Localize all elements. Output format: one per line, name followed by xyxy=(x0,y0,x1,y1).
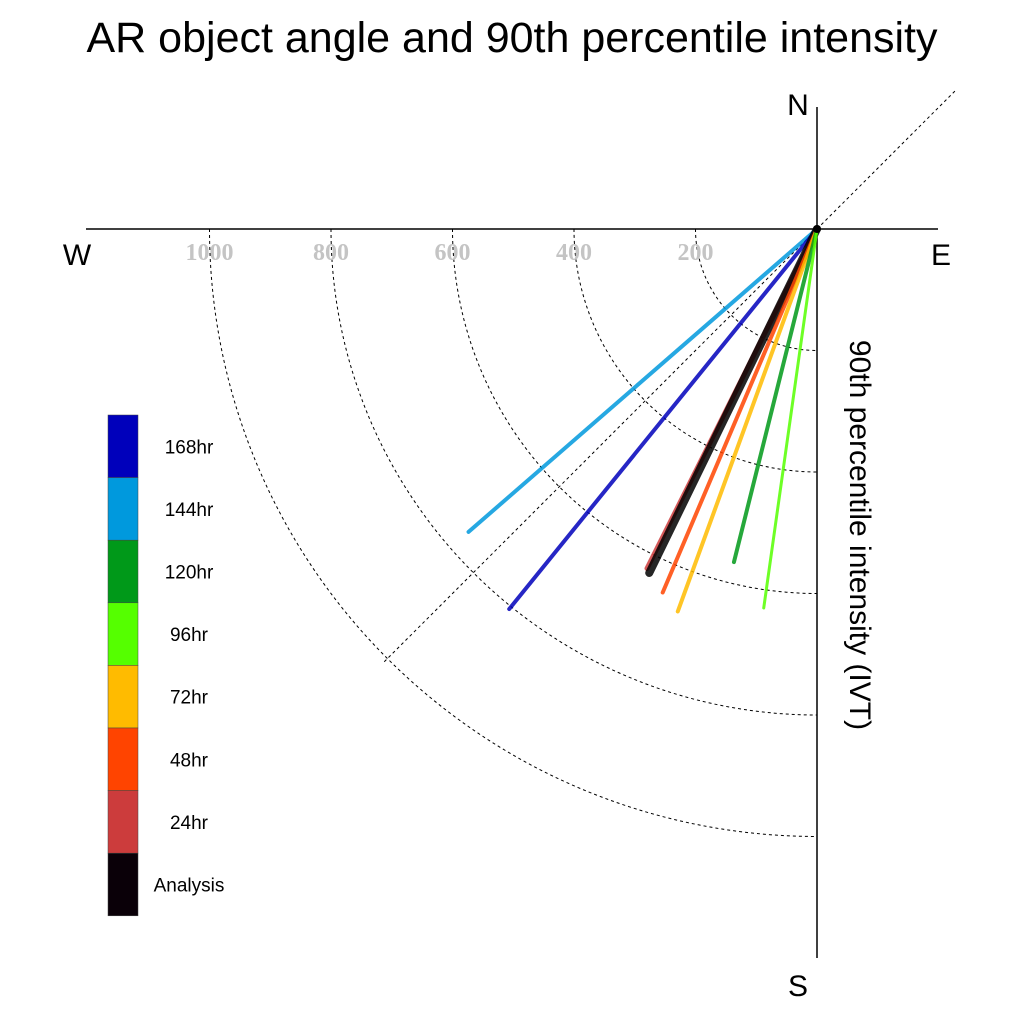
range-ring xyxy=(452,228,818,594)
legend-label-48hr: 48hr xyxy=(170,750,209,771)
vector-120hr xyxy=(731,227,819,565)
legend-swatch-48hr xyxy=(107,727,139,791)
legend-swatch-analysis xyxy=(107,852,139,917)
legend-label-144hr: 144hr xyxy=(165,500,214,521)
origin-point xyxy=(813,225,821,233)
intensity-vectors xyxy=(466,225,821,614)
vector-144hr xyxy=(466,227,819,534)
legend-swatch-120hr xyxy=(107,539,139,604)
vector-48hr xyxy=(660,227,819,595)
legend-label-analysis: Analysis xyxy=(154,876,225,897)
range-ring xyxy=(695,228,818,351)
legend-swatch-72hr xyxy=(107,665,139,729)
range-ring xyxy=(330,228,818,716)
radial-axis-label: 90th percentile intensity (IVT) xyxy=(843,340,876,730)
legend-swatch-24hr xyxy=(107,790,139,854)
range-ring xyxy=(209,228,818,837)
chart-grid: 200 400 600 800 1000 xyxy=(186,90,956,837)
legend-swatch-144hr xyxy=(107,477,139,541)
radial-tick-label: 800 xyxy=(313,240,349,266)
vector-analysis xyxy=(645,225,821,577)
vector-168hr xyxy=(507,227,819,612)
chart-title: AR object angle and 90th percentile inte… xyxy=(86,14,938,62)
compass-south-label: S xyxy=(788,970,808,1003)
range-ring xyxy=(573,228,818,473)
compass-north-label: N xyxy=(787,89,809,122)
vector-72hr xyxy=(675,227,819,614)
chart-axes xyxy=(86,107,938,958)
legend-label-120hr: 120hr xyxy=(165,563,214,584)
compass-east-label: E xyxy=(931,239,951,272)
legend: 168hr 144hr 120hr 96hr 72hr 48hr 24hr Analysis xyxy=(107,414,225,917)
vector-96hr xyxy=(762,227,819,610)
radial-tick-label: 200 xyxy=(678,240,714,266)
radial-tick-label: 1000 xyxy=(186,240,234,266)
legend-label-24hr: 24hr xyxy=(170,813,209,834)
radial-tick-label: 600 xyxy=(435,240,471,266)
legend-label-96hr: 96hr xyxy=(170,625,209,646)
compass-west-label: W xyxy=(63,239,92,272)
legend-swatch-96hr xyxy=(107,602,139,666)
reference-diagonal xyxy=(383,90,956,663)
radial-tick-label: 400 xyxy=(556,240,592,266)
legend-label-168hr: 168hr xyxy=(165,437,214,458)
legend-swatch-168hr xyxy=(107,414,139,478)
legend-label-72hr: 72hr xyxy=(170,688,209,709)
